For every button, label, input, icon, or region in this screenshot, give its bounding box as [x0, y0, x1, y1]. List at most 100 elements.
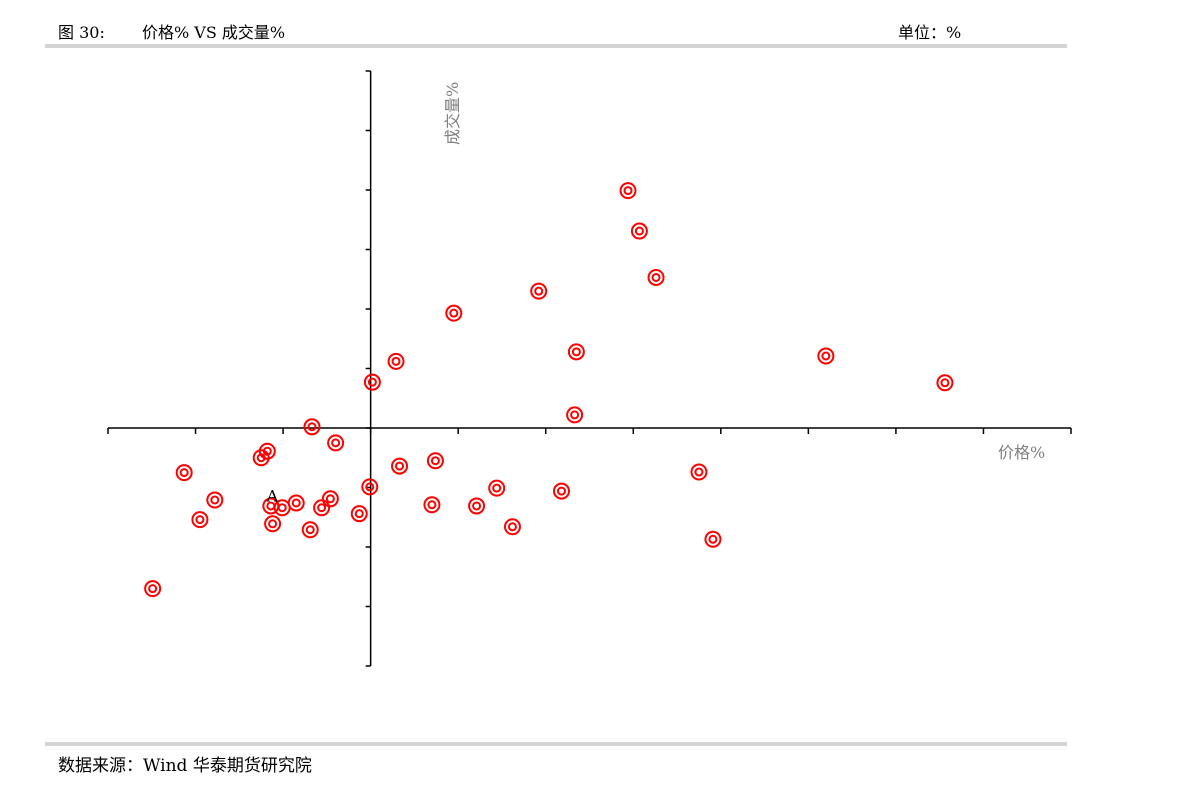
point-outer-ring: [630, 222, 648, 240]
point-inner-ring: [634, 226, 644, 236]
point-inner-ring: [430, 456, 440, 466]
data-point: [423, 496, 441, 514]
data-point: [630, 222, 648, 240]
data-point: [301, 521, 319, 539]
point-inner-ring: [148, 584, 158, 594]
point-outer-ring: [552, 482, 570, 500]
data-point: [503, 518, 521, 536]
point-inner-ring: [492, 483, 502, 493]
data-point: [175, 464, 193, 482]
point-inner-ring: [472, 501, 482, 511]
data-source: 数据来源：Wind 华泰期货研究院: [58, 756, 312, 776]
data-point: [567, 343, 585, 361]
point-outer-ring: [175, 464, 193, 482]
point-outer-ring: [321, 490, 339, 508]
point-inner-ring: [210, 495, 220, 505]
unit-label: 单位：%: [898, 23, 962, 42]
data-point: [273, 499, 291, 517]
data-point: [817, 347, 835, 365]
point-inner-ring: [651, 272, 661, 282]
point-outer-ring: [391, 457, 409, 475]
point-outer-ring: [566, 406, 584, 424]
point-inner-ring: [395, 461, 405, 471]
point-inner-ring: [331, 438, 341, 448]
point-inner-ring: [307, 422, 317, 432]
point-outer-ring: [690, 463, 708, 481]
data-point: [327, 434, 345, 452]
point-inner-ring: [694, 467, 704, 477]
points: [144, 182, 954, 598]
data-point: [619, 182, 637, 200]
data-point: [552, 482, 570, 500]
point-outer-ring: [301, 521, 319, 539]
point-inner-ring: [365, 482, 375, 492]
point-outer-ring: [817, 347, 835, 365]
point-inner-ring: [325, 494, 335, 504]
point-inner-ring: [556, 486, 566, 496]
point-outer-ring: [530, 282, 548, 300]
point-inner-ring: [367, 377, 377, 387]
point-inner-ring: [940, 378, 950, 388]
point-outer-ring: [704, 530, 722, 548]
point-outer-ring: [363, 373, 381, 391]
point-outer-ring: [423, 496, 441, 514]
point-inner-ring: [179, 468, 189, 478]
point-outer-ring: [327, 434, 345, 452]
point-outer-ring: [387, 352, 405, 370]
top-divider: [45, 44, 1067, 48]
point-outer-ring: [468, 497, 486, 515]
point-inner-ring: [256, 453, 266, 463]
data-point: [321, 490, 339, 508]
data-point: [206, 491, 224, 509]
data-point: [313, 499, 331, 517]
bottom-divider: [45, 742, 1067, 746]
data-point: [252, 449, 270, 467]
point-outer-ring: [252, 449, 270, 467]
point-outer-ring: [350, 505, 368, 523]
data-point: [264, 515, 282, 533]
point-inner-ring: [449, 308, 459, 318]
data-point: [363, 373, 381, 391]
data-point: [445, 304, 463, 322]
point-outer-ring: [488, 479, 506, 497]
point-outer-ring: [647, 268, 665, 286]
axes: [107, 70, 1072, 667]
data-point: [566, 406, 584, 424]
point-outer-ring: [273, 499, 291, 517]
point-outer-ring: [206, 491, 224, 509]
point-inner-ring: [268, 519, 278, 529]
point-outer-ring: [426, 452, 444, 470]
point-inner-ring: [570, 410, 580, 420]
data-point: [468, 497, 486, 515]
data-point: [704, 530, 722, 548]
point-outer-ring: [503, 518, 521, 536]
point-inner-ring: [317, 503, 327, 513]
data-point: [530, 282, 548, 300]
point-inner-ring: [391, 356, 401, 366]
data-point: [144, 580, 162, 598]
point-inner-ring: [708, 534, 718, 544]
point-outer-ring: [567, 343, 585, 361]
data-point: [387, 352, 405, 370]
data-point: [391, 457, 409, 475]
point-outer-ring: [144, 580, 162, 598]
annotation-a: A: [266, 486, 279, 505]
point-inner-ring: [195, 515, 205, 525]
data-point: [647, 268, 665, 286]
figure-number: 图 30:: [58, 23, 105, 42]
point-inner-ring: [277, 503, 287, 513]
point-outer-ring: [936, 374, 954, 392]
point-inner-ring: [571, 347, 581, 357]
data-point: [303, 418, 321, 436]
point-outer-ring: [313, 499, 331, 517]
point-outer-ring: [287, 494, 305, 512]
data-point: [350, 505, 368, 523]
point-outer-ring: [361, 478, 379, 496]
point-inner-ring: [427, 500, 437, 510]
point-outer-ring: [264, 515, 282, 533]
point-outer-ring: [303, 418, 321, 436]
chart-title: 价格% VS 成交量%: [142, 23, 286, 42]
data-point: [426, 452, 444, 470]
point-outer-ring: [619, 182, 637, 200]
